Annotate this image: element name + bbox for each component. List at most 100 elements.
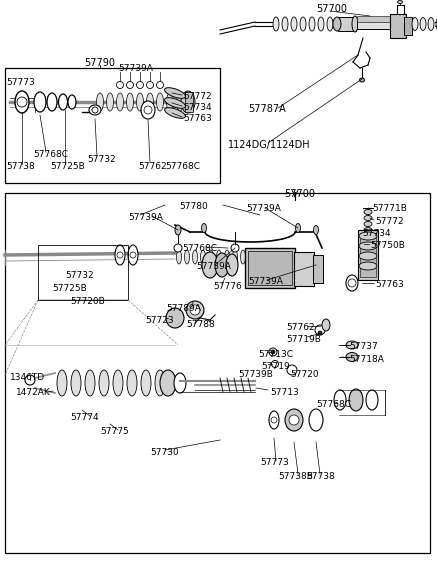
Text: 57718A: 57718A (349, 355, 384, 364)
Ellipse shape (359, 232, 377, 240)
Ellipse shape (300, 17, 306, 31)
Ellipse shape (398, 1, 402, 3)
Bar (357, 16, 392, 22)
Ellipse shape (141, 101, 155, 119)
Ellipse shape (281, 250, 285, 264)
Ellipse shape (232, 250, 237, 264)
Ellipse shape (59, 94, 67, 110)
Ellipse shape (428, 17, 434, 30)
Text: 57723: 57723 (145, 316, 173, 325)
Ellipse shape (264, 250, 270, 264)
Ellipse shape (215, 253, 229, 277)
Ellipse shape (208, 250, 214, 264)
Bar (248, 251, 292, 285)
Ellipse shape (117, 93, 124, 111)
Text: 57773: 57773 (260, 458, 289, 467)
Ellipse shape (160, 370, 176, 396)
Ellipse shape (231, 244, 239, 252)
Ellipse shape (166, 93, 173, 111)
Text: 57789A: 57789A (166, 304, 201, 313)
Text: 57700: 57700 (316, 4, 347, 14)
Bar (338, 17, 356, 31)
Ellipse shape (282, 17, 288, 31)
Ellipse shape (174, 373, 186, 393)
Bar (360, 233, 376, 277)
Bar (313, 255, 323, 283)
Ellipse shape (364, 215, 372, 220)
Ellipse shape (47, 93, 57, 111)
Ellipse shape (334, 390, 346, 410)
Ellipse shape (240, 250, 246, 264)
Text: 57771B: 57771B (372, 204, 407, 213)
Ellipse shape (359, 262, 377, 270)
Ellipse shape (309, 17, 315, 31)
Text: 57719B: 57719B (286, 335, 321, 344)
Ellipse shape (126, 93, 133, 111)
Text: 57780: 57780 (180, 202, 208, 211)
Text: 57713C: 57713C (258, 350, 293, 359)
Ellipse shape (420, 17, 426, 30)
Ellipse shape (333, 17, 341, 31)
Circle shape (117, 81, 124, 89)
Ellipse shape (269, 348, 277, 356)
Text: 57725B: 57725B (50, 162, 85, 171)
Bar (38, 245, 128, 300)
Ellipse shape (271, 361, 278, 367)
Bar (245, 248, 295, 288)
Ellipse shape (99, 370, 109, 396)
Text: 57739A: 57739A (196, 262, 231, 271)
Ellipse shape (202, 252, 218, 278)
Ellipse shape (322, 319, 330, 331)
Ellipse shape (201, 223, 207, 232)
Text: 57734: 57734 (362, 229, 391, 238)
Ellipse shape (177, 250, 181, 264)
Ellipse shape (273, 17, 279, 31)
Ellipse shape (166, 308, 184, 328)
Ellipse shape (177, 93, 184, 111)
Ellipse shape (366, 390, 378, 410)
Bar (294, 252, 314, 286)
Ellipse shape (318, 17, 324, 31)
Ellipse shape (291, 17, 297, 31)
Text: 57776: 57776 (213, 282, 242, 291)
Text: 57732: 57732 (65, 271, 94, 280)
Text: 57750B: 57750B (370, 241, 405, 250)
Text: 57768C: 57768C (182, 244, 217, 253)
Ellipse shape (225, 250, 229, 264)
Ellipse shape (309, 409, 323, 431)
Text: 57734: 57734 (183, 103, 212, 112)
Ellipse shape (165, 88, 185, 98)
Ellipse shape (349, 389, 363, 411)
Ellipse shape (107, 93, 114, 111)
Text: 1346TD: 1346TD (10, 373, 45, 382)
Text: 57768C: 57768C (165, 162, 200, 171)
Text: 57787A: 57787A (248, 104, 286, 114)
Ellipse shape (269, 411, 279, 429)
Ellipse shape (201, 250, 205, 264)
Ellipse shape (34, 92, 46, 112)
Text: 57738: 57738 (6, 162, 35, 171)
Text: 57732: 57732 (87, 155, 116, 164)
Ellipse shape (97, 93, 104, 111)
Ellipse shape (364, 209, 372, 214)
Ellipse shape (113, 370, 123, 396)
Text: 57763: 57763 (183, 114, 212, 123)
Ellipse shape (15, 91, 29, 113)
Ellipse shape (327, 17, 333, 31)
Ellipse shape (359, 252, 377, 260)
Ellipse shape (364, 228, 372, 232)
Ellipse shape (216, 250, 222, 264)
Circle shape (92, 107, 98, 113)
Ellipse shape (68, 95, 76, 109)
Text: 57730: 57730 (150, 448, 179, 457)
Ellipse shape (288, 250, 294, 264)
Text: 1124DG/1124DH: 1124DG/1124DH (228, 140, 311, 150)
Circle shape (348, 279, 356, 287)
Ellipse shape (346, 352, 358, 361)
Circle shape (271, 417, 277, 423)
Ellipse shape (193, 250, 198, 264)
Text: 57774: 57774 (70, 413, 99, 422)
Ellipse shape (287, 365, 297, 375)
Circle shape (144, 106, 152, 114)
Text: 57775: 57775 (100, 427, 129, 436)
